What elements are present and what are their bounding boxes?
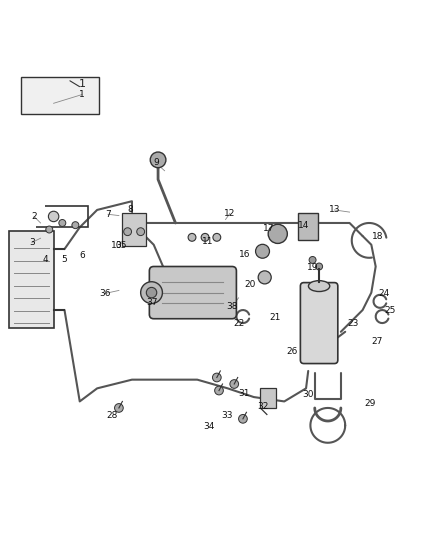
Text: 2: 2 xyxy=(31,212,37,221)
Text: 33: 33 xyxy=(221,411,233,420)
Circle shape xyxy=(201,233,209,241)
FancyBboxPatch shape xyxy=(21,77,99,114)
Circle shape xyxy=(255,244,269,258)
Circle shape xyxy=(213,233,221,241)
Text: 6: 6 xyxy=(79,251,85,260)
Circle shape xyxy=(230,379,239,389)
Text: 24: 24 xyxy=(378,289,389,298)
Text: 34: 34 xyxy=(204,422,215,431)
Circle shape xyxy=(309,256,316,263)
Circle shape xyxy=(59,220,66,227)
Circle shape xyxy=(72,222,79,229)
Text: 1: 1 xyxy=(78,79,85,88)
Circle shape xyxy=(124,228,131,236)
Text: 16: 16 xyxy=(239,250,250,259)
Text: 5: 5 xyxy=(62,255,67,264)
Bar xyxy=(260,389,276,408)
Text: 7: 7 xyxy=(105,210,111,219)
FancyBboxPatch shape xyxy=(298,213,318,239)
Text: 14: 14 xyxy=(298,221,310,230)
Text: 19: 19 xyxy=(307,263,318,272)
Circle shape xyxy=(316,263,322,270)
Circle shape xyxy=(146,287,157,298)
Text: 1: 1 xyxy=(79,90,85,99)
Text: 3: 3 xyxy=(29,238,35,247)
Text: 13: 13 xyxy=(328,205,340,214)
FancyBboxPatch shape xyxy=(122,213,146,246)
FancyBboxPatch shape xyxy=(9,231,54,328)
Text: 27: 27 xyxy=(371,337,382,346)
Text: 11: 11 xyxy=(202,237,214,246)
Text: 20: 20 xyxy=(245,280,256,289)
Circle shape xyxy=(48,211,59,222)
Text: 35: 35 xyxy=(115,241,127,250)
Circle shape xyxy=(239,415,247,423)
Text: 28: 28 xyxy=(107,411,118,420)
Text: 9: 9 xyxy=(153,158,159,167)
Circle shape xyxy=(137,228,145,236)
Circle shape xyxy=(150,152,166,168)
Circle shape xyxy=(46,226,53,233)
Text: 36: 36 xyxy=(99,289,111,298)
Circle shape xyxy=(212,373,221,382)
Text: 17: 17 xyxy=(263,224,275,233)
Text: 37: 37 xyxy=(146,298,157,306)
Circle shape xyxy=(215,386,223,395)
Circle shape xyxy=(188,233,196,241)
Circle shape xyxy=(141,282,162,303)
Text: 31: 31 xyxy=(239,389,250,398)
FancyBboxPatch shape xyxy=(300,282,338,364)
Text: 32: 32 xyxy=(258,402,269,411)
Text: 23: 23 xyxy=(347,319,359,328)
Text: 22: 22 xyxy=(233,319,244,328)
Circle shape xyxy=(115,403,123,413)
Circle shape xyxy=(268,224,287,244)
Text: 26: 26 xyxy=(286,347,298,356)
Text: 30: 30 xyxy=(303,390,314,399)
Text: 21: 21 xyxy=(269,313,280,322)
Text: 18: 18 xyxy=(372,231,384,240)
Text: 29: 29 xyxy=(365,399,376,408)
Text: 10: 10 xyxy=(111,241,123,250)
Text: 25: 25 xyxy=(384,306,395,316)
Text: 4: 4 xyxy=(42,255,48,264)
Text: 38: 38 xyxy=(226,302,238,311)
FancyBboxPatch shape xyxy=(149,266,237,319)
Text: 12: 12 xyxy=(224,209,236,218)
Text: 8: 8 xyxy=(127,205,133,214)
Circle shape xyxy=(258,271,271,284)
Ellipse shape xyxy=(308,281,330,292)
